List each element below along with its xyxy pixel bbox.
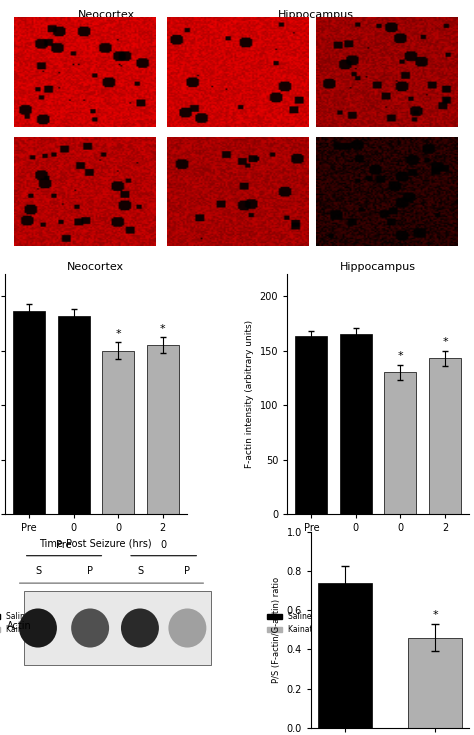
Text: *: * xyxy=(442,337,448,347)
Text: *: * xyxy=(160,324,165,334)
X-axis label: Time Post Seizure (hrs): Time Post Seizure (hrs) xyxy=(39,539,152,548)
Text: *: * xyxy=(115,329,121,339)
Ellipse shape xyxy=(168,609,206,648)
Text: Actin: Actin xyxy=(7,621,32,631)
Bar xyxy=(146,345,179,514)
Ellipse shape xyxy=(19,609,57,648)
Bar xyxy=(429,358,461,514)
Bar xyxy=(340,334,372,514)
Legend: Saline (No seizure), Kainate Stage 5: Saline (No seizure), Kainate Stage 5 xyxy=(264,609,364,637)
Text: 0: 0 xyxy=(161,539,167,550)
Bar xyxy=(295,337,328,514)
Bar xyxy=(408,638,462,728)
Text: *: * xyxy=(398,351,403,362)
FancyBboxPatch shape xyxy=(24,591,211,665)
Bar xyxy=(384,373,417,514)
Y-axis label: P/S (F-actin/G-actin) ratio: P/S (F-actin/G-actin) ratio xyxy=(272,577,281,683)
Text: Pre: Pre xyxy=(56,539,72,550)
Ellipse shape xyxy=(71,609,109,648)
Title: Neocortex: Neocortex xyxy=(67,262,124,272)
Bar xyxy=(319,583,372,728)
Bar xyxy=(57,315,90,514)
Text: *: * xyxy=(432,610,438,620)
Title: Hippocampus: Hippocampus xyxy=(340,262,416,272)
Text: S: S xyxy=(35,567,41,576)
Text: S: S xyxy=(137,567,143,576)
Text: P: P xyxy=(87,567,93,576)
Legend: Saline (No seizure), Kainate Stage 5: Saline (No seizure), Kainate Stage 5 xyxy=(0,609,81,637)
Text: Hippocampus: Hippocampus xyxy=(278,10,354,20)
Text: Neocortex: Neocortex xyxy=(78,10,136,20)
Text: A: A xyxy=(0,0,12,2)
Ellipse shape xyxy=(121,609,159,648)
Y-axis label: F-actin intensity (arbitrary units): F-actin intensity (arbitrary units) xyxy=(245,320,254,468)
Bar xyxy=(13,312,45,514)
Text: P: P xyxy=(184,567,191,576)
Bar xyxy=(102,351,134,514)
X-axis label: Time Post Seizure (hrs): Time Post Seizure (hrs) xyxy=(322,539,435,548)
